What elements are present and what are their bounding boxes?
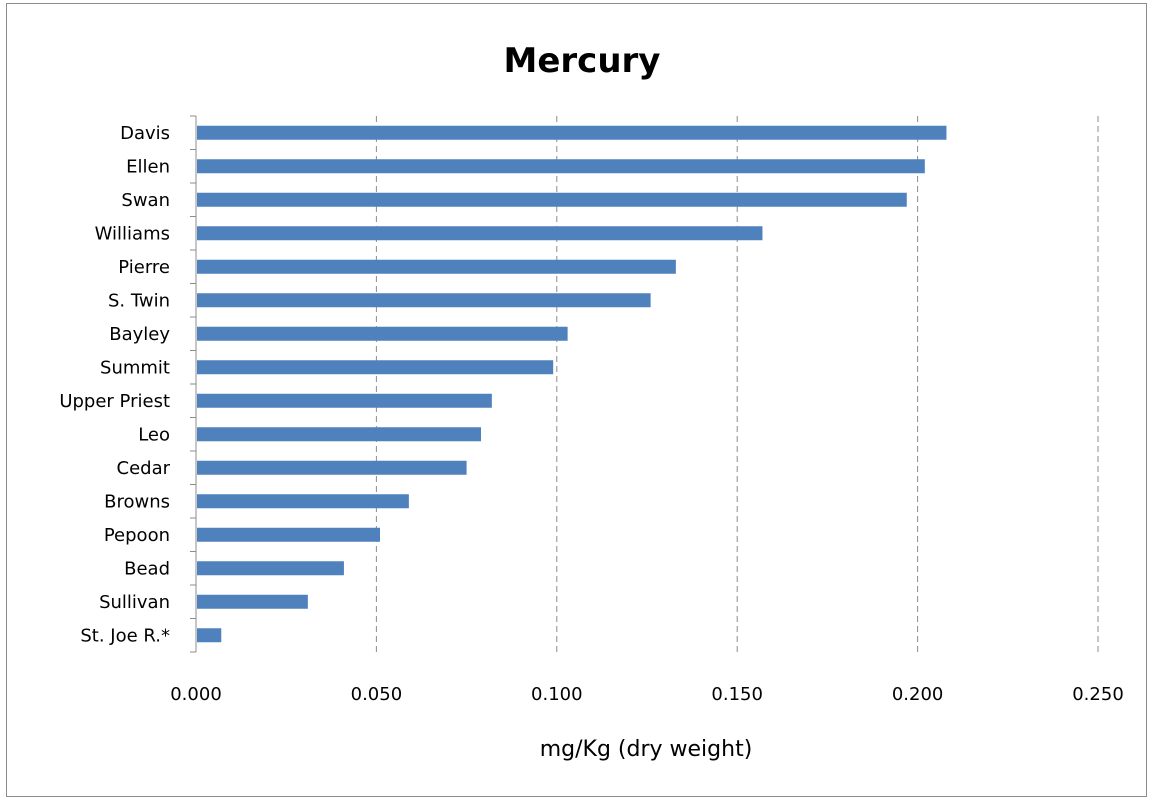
category-label: Ellen <box>126 156 170 177</box>
category-label: Bead <box>124 558 170 579</box>
bar-swan <box>197 192 907 207</box>
bar-s-twin <box>197 293 651 308</box>
bar-pierre <box>197 259 676 274</box>
category-label: Sullivan <box>99 592 170 613</box>
bar-davis <box>197 125 947 140</box>
bar-cedar <box>197 460 467 475</box>
bar-st-joe-r <box>197 628 222 643</box>
category-label: Leo <box>138 424 170 445</box>
category-label: Pierre <box>118 257 170 278</box>
x-tick-label: 0.150 <box>711 684 763 705</box>
axes <box>190 115 197 653</box>
category-label: Upper Priest <box>59 391 170 412</box>
category-label: St. Joe R.* <box>80 625 170 646</box>
bar-browns <box>197 494 409 509</box>
bar-summit <box>197 360 554 375</box>
category-label: Browns <box>104 491 170 512</box>
category-label: S. Twin <box>108 290 170 311</box>
category-label: Cedar <box>117 458 171 479</box>
x-tick-label: 0.200 <box>892 684 944 705</box>
bar-bead <box>197 561 344 576</box>
bar-williams <box>197 226 763 241</box>
category-label: Davis <box>120 123 170 144</box>
x-tick-label: 0.050 <box>351 684 403 705</box>
category-labels: Davis Ellen Swan Williams Pierre S. Twin Bayle… <box>59 123 170 647</box>
category-label: Swan <box>121 190 170 211</box>
x-tick-label: 0.250 <box>1072 684 1124 705</box>
chart-title: Mercury <box>504 41 661 81</box>
bar-bayley <box>197 326 568 341</box>
bar-upper-priest <box>197 393 492 408</box>
bars <box>197 125 947 643</box>
category-label: Summit <box>100 357 170 378</box>
category-label: Williams <box>95 223 170 244</box>
x-tick-labels: 0.000 0.050 0.100 0.150 0.200 0.250 <box>170 684 1124 705</box>
x-tick-label: 0.000 <box>170 684 222 705</box>
category-label: Pepoon <box>104 525 170 546</box>
x-axis-label: mg/Kg (dry weight) <box>540 737 753 762</box>
bar-pepoon <box>197 527 381 542</box>
category-label: Bayley <box>109 324 170 345</box>
x-tick-label: 0.100 <box>531 684 583 705</box>
bar-ellen <box>197 159 925 174</box>
bar-leo <box>197 427 482 442</box>
bar-sullivan <box>197 594 308 609</box>
